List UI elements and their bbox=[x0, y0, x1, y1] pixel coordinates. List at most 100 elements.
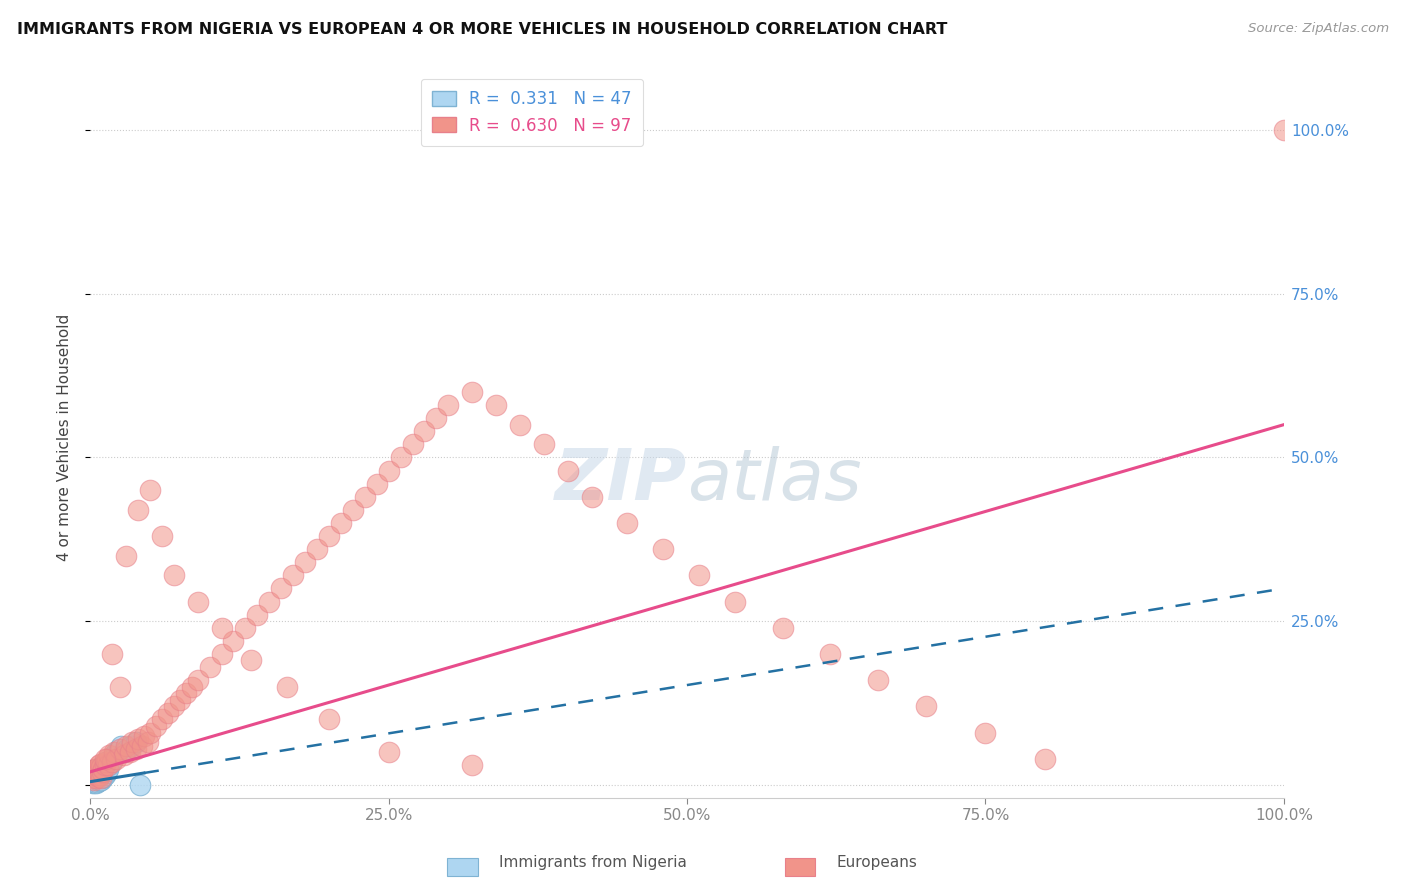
Point bbox=[461, 384, 484, 399]
Point bbox=[118, 745, 141, 759]
Point bbox=[377, 463, 399, 477]
Point bbox=[174, 686, 197, 700]
Point bbox=[84, 764, 107, 779]
Point bbox=[97, 762, 120, 776]
Point bbox=[139, 725, 162, 739]
Point bbox=[101, 752, 124, 766]
Point bbox=[84, 772, 107, 786]
Point bbox=[100, 755, 122, 769]
Point bbox=[93, 755, 115, 769]
Point bbox=[115, 742, 138, 756]
Legend: R =  0.331   N = 47, R =  0.630   N = 97: R = 0.331 N = 47, R = 0.630 N = 97 bbox=[420, 78, 643, 146]
Text: ZIP: ZIP bbox=[555, 447, 688, 516]
Point bbox=[1033, 752, 1056, 766]
Point bbox=[461, 758, 484, 772]
Point bbox=[84, 764, 107, 778]
Point bbox=[93, 768, 115, 782]
Point bbox=[772, 621, 794, 635]
Point bbox=[150, 529, 173, 543]
Point bbox=[318, 713, 340, 727]
Point bbox=[139, 483, 162, 498]
Point bbox=[124, 735, 146, 749]
Point bbox=[485, 398, 508, 412]
Point bbox=[163, 699, 186, 714]
Point bbox=[616, 516, 638, 530]
Point bbox=[259, 594, 281, 608]
Point bbox=[91, 764, 114, 779]
Point bbox=[96, 752, 118, 766]
Point bbox=[127, 732, 149, 747]
Point bbox=[89, 772, 111, 787]
Point bbox=[866, 673, 889, 687]
Point bbox=[211, 621, 233, 635]
Point bbox=[115, 549, 138, 563]
Point bbox=[84, 768, 107, 782]
Point bbox=[97, 758, 120, 772]
Point bbox=[112, 745, 135, 759]
Point bbox=[342, 503, 364, 517]
Point bbox=[283, 568, 305, 582]
Point bbox=[132, 729, 155, 743]
Point bbox=[93, 762, 115, 776]
Point bbox=[96, 764, 118, 778]
Point bbox=[90, 773, 112, 788]
Point bbox=[246, 607, 269, 622]
Point bbox=[84, 767, 107, 781]
Point bbox=[86, 774, 108, 789]
Point bbox=[124, 742, 146, 756]
Y-axis label: 4 or more Vehicles in Household: 4 or more Vehicles in Household bbox=[58, 314, 72, 561]
Text: Europeans: Europeans bbox=[837, 855, 918, 870]
Point bbox=[91, 772, 114, 786]
Point bbox=[83, 770, 105, 784]
Point bbox=[240, 653, 263, 667]
Point bbox=[533, 437, 555, 451]
Point bbox=[127, 503, 149, 517]
Point bbox=[974, 725, 997, 739]
Point bbox=[86, 768, 108, 782]
Point bbox=[84, 762, 107, 776]
Point bbox=[93, 758, 115, 772]
Point bbox=[82, 772, 104, 787]
Point bbox=[93, 752, 115, 766]
Point bbox=[105, 745, 128, 759]
Point bbox=[820, 647, 842, 661]
Point bbox=[425, 411, 447, 425]
Point bbox=[129, 778, 152, 792]
Point bbox=[108, 742, 131, 756]
Point bbox=[198, 660, 221, 674]
Point bbox=[87, 768, 110, 782]
Point bbox=[294, 555, 316, 569]
Point bbox=[82, 776, 104, 790]
Point bbox=[87, 774, 110, 789]
Point bbox=[156, 706, 179, 720]
Point bbox=[652, 542, 675, 557]
Point bbox=[94, 755, 117, 769]
Point bbox=[1272, 123, 1295, 137]
Point bbox=[914, 699, 936, 714]
Point bbox=[366, 476, 388, 491]
Point bbox=[112, 748, 135, 763]
Point bbox=[87, 764, 110, 778]
Point bbox=[110, 739, 132, 753]
Point bbox=[187, 594, 209, 608]
Point bbox=[557, 463, 579, 477]
Text: Source: ZipAtlas.com: Source: ZipAtlas.com bbox=[1249, 22, 1389, 36]
Point bbox=[84, 766, 107, 780]
Point bbox=[100, 755, 122, 769]
Point bbox=[121, 735, 143, 749]
Point bbox=[89, 766, 111, 780]
Point bbox=[187, 673, 209, 687]
Point bbox=[353, 490, 375, 504]
Point bbox=[87, 770, 110, 784]
Point bbox=[91, 762, 114, 776]
Point bbox=[83, 764, 105, 779]
Point bbox=[235, 621, 257, 635]
Point bbox=[270, 582, 292, 596]
Point bbox=[136, 735, 159, 749]
Point bbox=[108, 742, 131, 756]
Point bbox=[329, 516, 352, 530]
Point bbox=[222, 633, 245, 648]
Point bbox=[105, 752, 128, 766]
Point bbox=[98, 758, 121, 772]
Point bbox=[150, 713, 173, 727]
